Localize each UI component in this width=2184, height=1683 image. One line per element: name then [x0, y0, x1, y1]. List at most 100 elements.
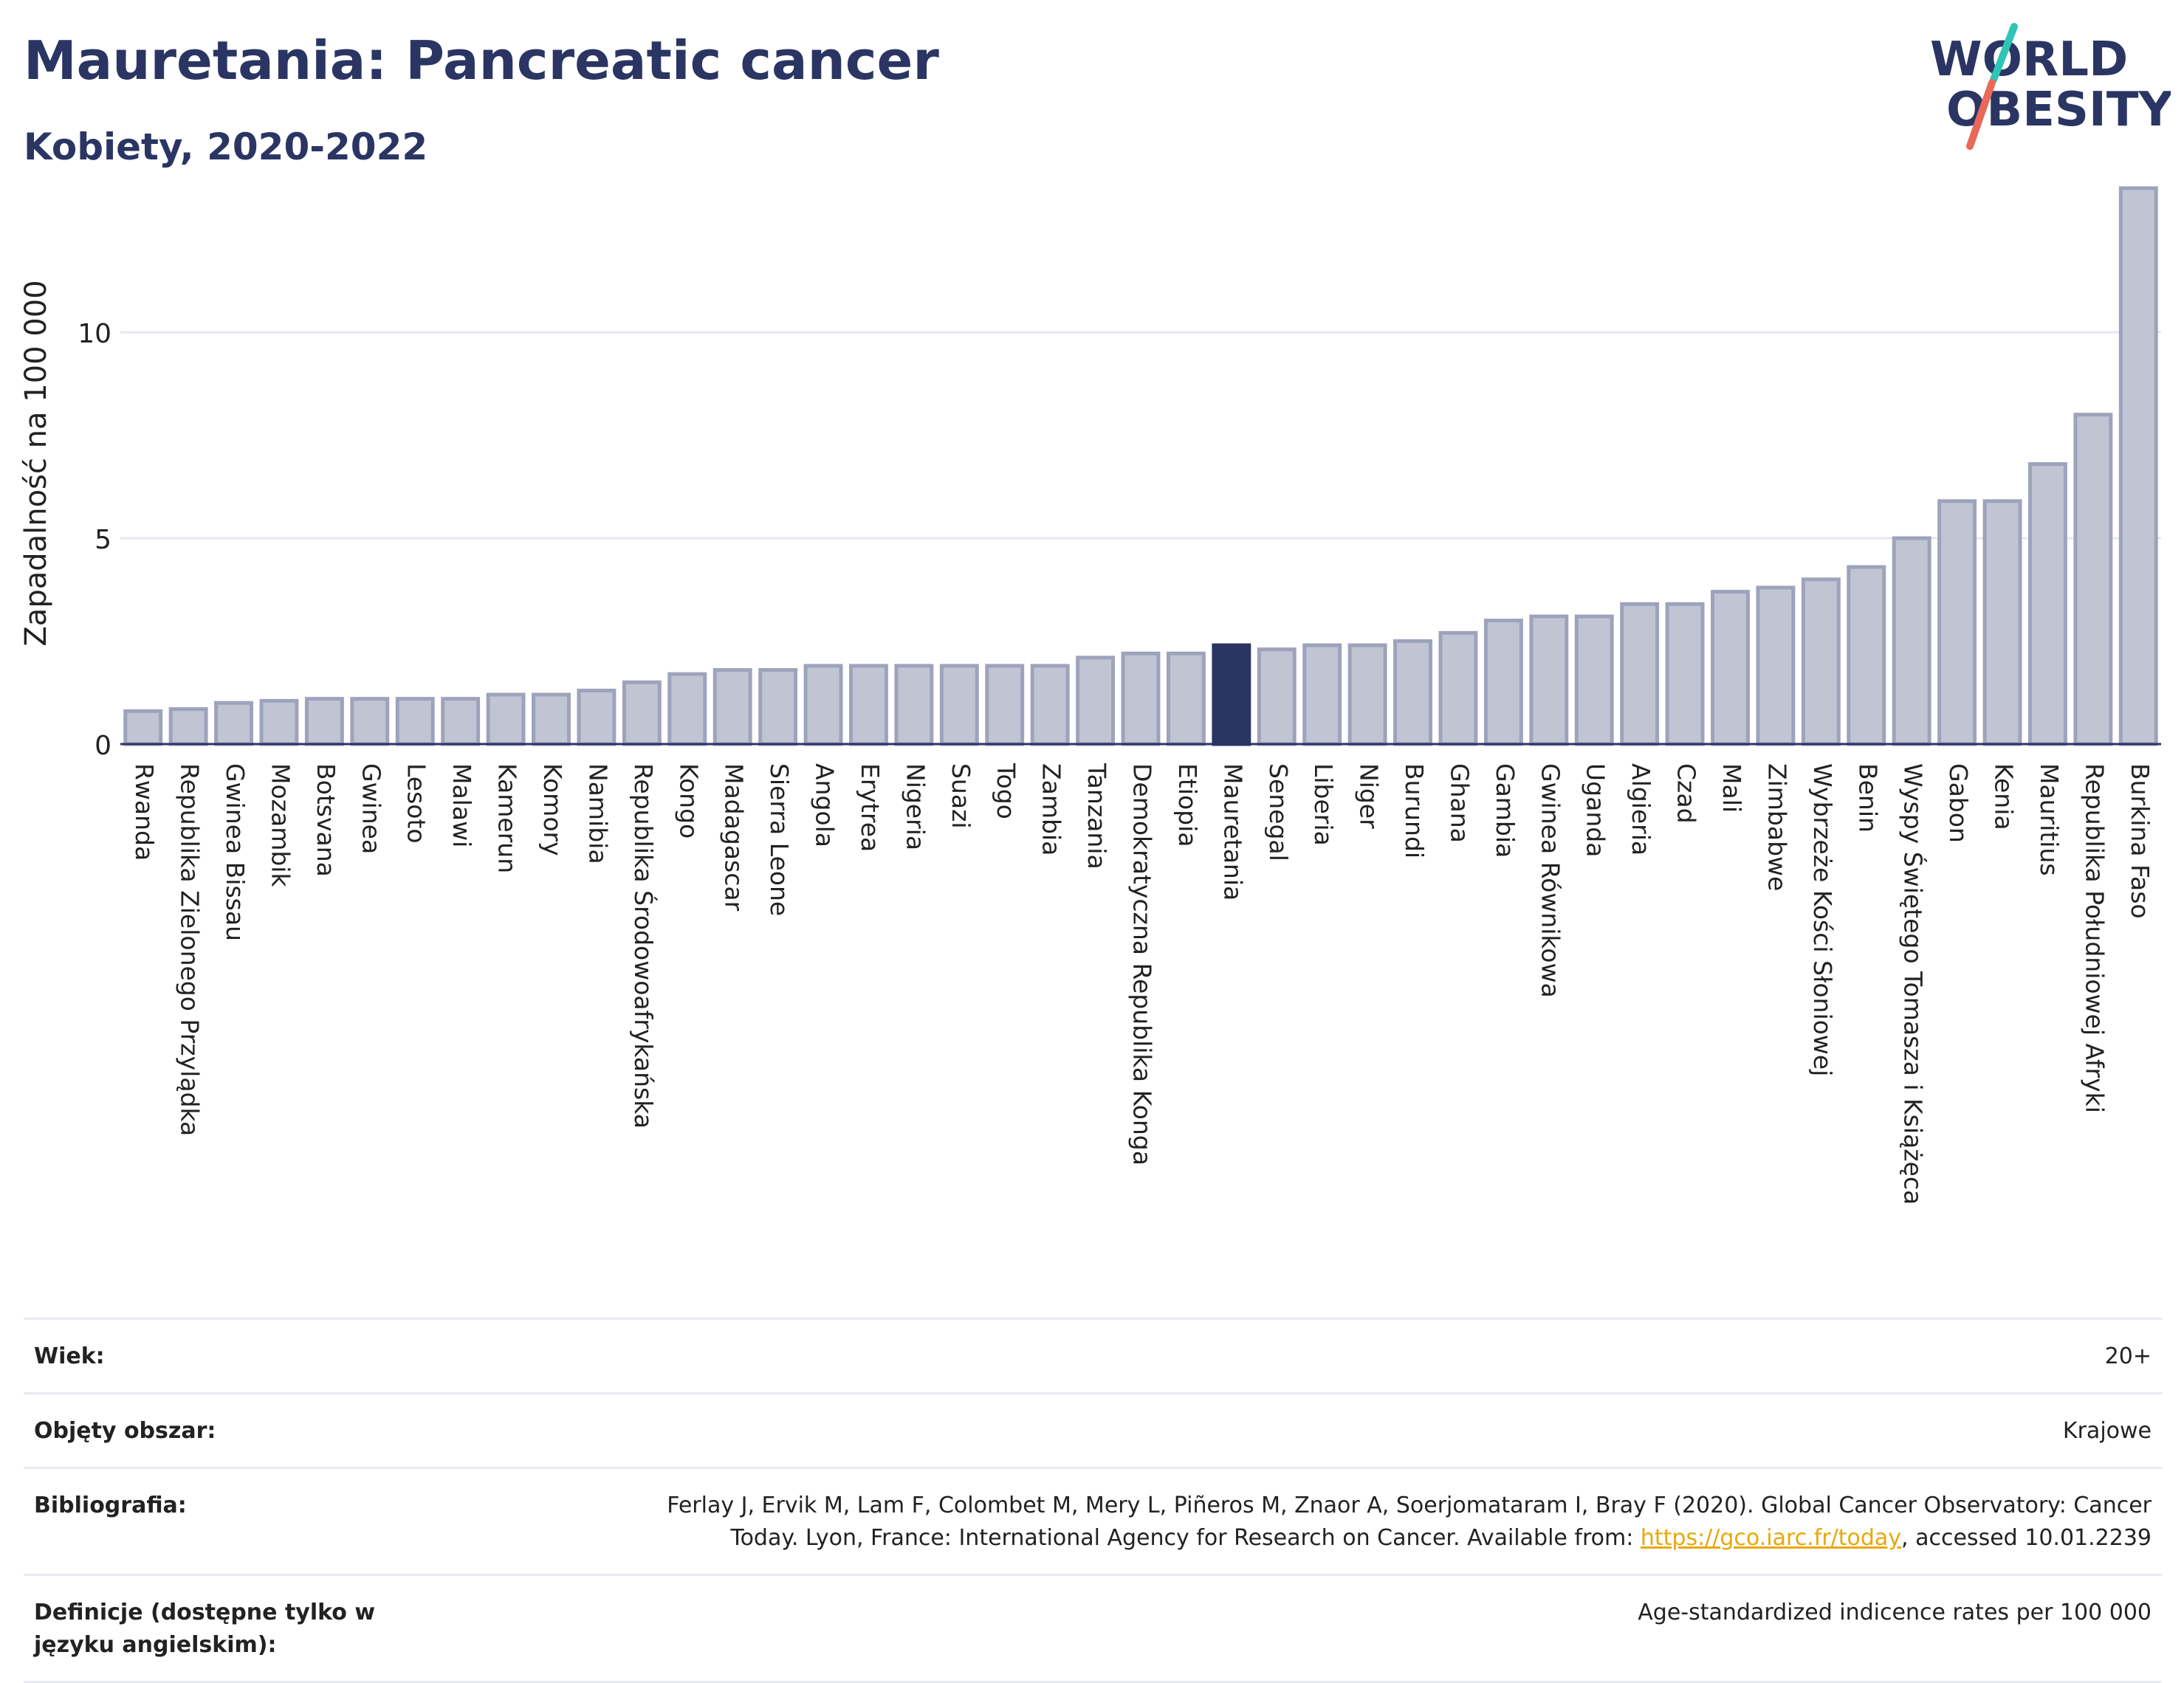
bar [532, 692, 571, 746]
bar [849, 664, 888, 746]
bar [259, 698, 299, 746]
x-tick-label: Kamerun [493, 763, 522, 873]
x-tick-label: Namibia [583, 763, 612, 864]
x-tick-label: Mauretania [1218, 763, 1247, 901]
bar [1801, 577, 1841, 746]
bar [667, 672, 707, 746]
bibliography-line2-pre: Today. Lyon, France: International Agenc… [730, 1525, 1641, 1551]
x-tick-label: Liberia [1309, 763, 1338, 846]
x-tick-label: Uganda [1582, 763, 1610, 857]
bar [350, 697, 390, 746]
bibliography-link[interactable]: https://gco.iarc.fr/today [1640, 1525, 1902, 1551]
x-tick-label: Wyspy Świętego Tomasza i Książęca [1899, 763, 1929, 1205]
x-tick-label: Mozambik [266, 763, 295, 887]
bar [1121, 651, 1161, 746]
bar [1483, 619, 1523, 746]
bibliography-line1: Ferlay J, Ervik M, Lam F, Colombet M, Me… [667, 1493, 2152, 1518]
x-tick-label: Mali [1717, 763, 1746, 813]
bar [1711, 590, 1750, 746]
x-tick-label: Niger [1355, 763, 1384, 829]
bar [1529, 614, 1569, 746]
x-tick-label: Erytrea [856, 763, 885, 852]
bar [1574, 614, 1614, 746]
x-tick-label: Zimbabwe [1762, 763, 1791, 891]
bar [1030, 664, 1070, 746]
bar [1438, 630, 1478, 746]
x-tick-label: Gwinea Bissau [221, 763, 250, 941]
bar-chart: 0 5 10 Rwanda Republika Zielonego Przylądka… [19, 186, 2161, 1205]
bar [1665, 602, 1705, 746]
x-tick-label: Lesoto [402, 763, 431, 844]
x-tick-label: Senegal [1264, 763, 1293, 861]
page-subtitle: Kobiety, 2020-2022 [24, 125, 428, 168]
x-tick-label: Ghana [1445, 763, 1474, 843]
bar-highlighted [1212, 643, 1251, 746]
bar [1076, 655, 1116, 746]
bar [1982, 499, 2022, 746]
x-tick-label: Gwinea Równikowa [1536, 763, 1565, 998]
age-label: Wiek: [24, 1318, 458, 1394]
y-tick-label: 5 [95, 525, 111, 555]
x-tick-label: Kongo [674, 763, 703, 839]
x-tick-label: Sierra Leone [765, 763, 794, 916]
bar [1302, 643, 1342, 746]
bar [1892, 536, 1931, 746]
bar [486, 692, 526, 746]
bibliography-value: Ferlay J, Ervik M, Lam F, Colombet M, Me… [458, 1467, 2162, 1576]
logo-slash-teal [1990, 23, 2018, 83]
definitions-label: Definicje (dostępne tylko w języku angie… [24, 1574, 458, 1683]
bar [1847, 565, 1886, 746]
x-tick-label: Republika Południowej Afryki [2080, 763, 2109, 1113]
x-tick-label: Etiopia [1173, 763, 1202, 847]
bar [168, 707, 208, 746]
x-tick-label: Angola [811, 763, 839, 847]
y-tick-labels: 0 5 10 [78, 319, 111, 761]
page-title: Mauretania: Pancreatic cancer [24, 30, 939, 92]
logo-slash-red [1966, 79, 1996, 150]
x-tick-label: Wybrzeże Kości Słoniowej [1808, 763, 1837, 1076]
x-tick-label: Gwinea [357, 763, 385, 854]
x-tick-label: Algieria [1627, 763, 1655, 856]
info-table: Wiek: 20+ Objęty obszar: Krajowe Bibliog… [24, 1318, 2162, 1683]
bar [1257, 647, 1297, 746]
bar [214, 701, 254, 746]
coverage-value: Krajowe [458, 1392, 2162, 1469]
x-tick-label: Malawi [447, 763, 476, 847]
bar [1393, 639, 1432, 746]
x-tick-label: Mauritius [2035, 763, 2064, 876]
bar [1166, 651, 1206, 746]
bar [2118, 186, 2158, 746]
x-tick-label: Suazi [947, 763, 975, 829]
bars [123, 186, 2158, 746]
x-tick-label: Tanzania [1082, 763, 1111, 870]
logo-text-world: WORLD [1930, 32, 2128, 87]
x-tick-label: Kenia [1990, 763, 2019, 830]
bibliography-label: Bibliografia: [24, 1467, 458, 1576]
bar [758, 668, 798, 746]
definitions-value: Age-standardized indicence rates per 100… [458, 1574, 2162, 1683]
y-tick-label: 0 [95, 731, 111, 761]
bar [2073, 413, 2113, 746]
bar [803, 664, 843, 746]
coverage-label: Objęty obszar: [24, 1392, 458, 1469]
x-tick-label: Gambia [1491, 763, 1519, 858]
bibliography-line2-post: , accessed 10.01.2239 [1901, 1525, 2152, 1551]
bar [1347, 643, 1387, 746]
x-tick-label: Komory [538, 763, 567, 856]
info-row-age: Wiek: 20+ [24, 1318, 2162, 1394]
world-obesity-logo: WORLD OBESITY [1930, 23, 2171, 150]
bar [985, 664, 1025, 746]
y-tick-label: 10 [78, 319, 111, 349]
bar [712, 668, 752, 746]
info-row-definitions: Definicje (dostępne tylko w języku angie… [24, 1574, 2162, 1683]
bar [395, 697, 435, 746]
bar [577, 688, 617, 746]
x-tick-label: Gabon [1944, 763, 1973, 843]
bar [441, 697, 481, 746]
x-tick-label: Benin [1853, 763, 1882, 833]
x-tick-label: Burundi [1400, 763, 1429, 858]
bar [1756, 585, 1796, 746]
x-tick-label: Demokratyczna Republika Konga [1128, 763, 1157, 1166]
x-tick-label: Togo [992, 763, 1020, 819]
x-tick-label: Madagascar [720, 763, 749, 912]
